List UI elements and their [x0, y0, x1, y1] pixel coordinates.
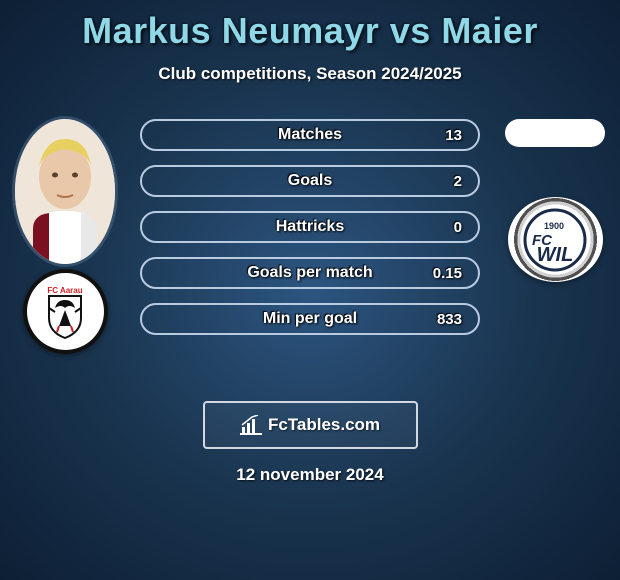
stat-label: Hattricks [158, 218, 462, 236]
player-right-portrait-placeholder [505, 119, 605, 147]
stat-label: Goals per match [158, 264, 462, 282]
player-right-club-badge: 1900 FC WIL [508, 197, 603, 282]
stat-value: 13 [445, 127, 462, 144]
svg-text:FC Aarau: FC Aarau [47, 286, 82, 295]
stat-row-min-per-goal: Min per goal 833 [140, 303, 480, 335]
stat-label: Matches [158, 126, 462, 144]
stat-label: Goals [158, 172, 462, 190]
stat-value: 833 [437, 311, 462, 328]
subtitle: Club competitions, Season 2024/2025 [0, 64, 620, 84]
date-text: 12 november 2024 [0, 465, 620, 485]
svg-text:1900: 1900 [544, 221, 564, 231]
stat-label: Min per goal [158, 310, 462, 328]
player-left-portrait [15, 119, 115, 264]
bar-chart-icon [240, 415, 262, 435]
stat-row-matches: Matches 13 [140, 119, 480, 151]
stat-row-goals-per-match: Goals per match 0.15 [140, 257, 480, 289]
stat-row-goals: Goals 2 [140, 165, 480, 197]
stat-value: 0 [454, 219, 462, 236]
stat-row-hattricks: Hattricks 0 [140, 211, 480, 243]
site-badge[interactable]: FcTables.com [203, 401, 418, 449]
player-left-column: FC Aarau [10, 119, 120, 354]
stats-list: Matches 13 Goals 2 Hattricks 0 Goals per… [140, 119, 480, 349]
svg-text:WIL: WIL [537, 244, 574, 266]
page-title: Markus Neumayr vs Maier [0, 0, 620, 52]
stat-value: 2 [454, 173, 462, 190]
player-right-column: 1900 FC WIL [500, 119, 610, 282]
player-left-silhouette-icon [15, 119, 115, 264]
player-left-club-badge: FC Aarau [23, 269, 108, 354]
comparison-panel: FC Aarau 1900 FC WIL Matches 13 Go [0, 119, 620, 379]
site-label: FcTables.com [268, 415, 380, 435]
club-aarau-icon: FC Aarau [35, 282, 95, 342]
club-wil-icon: 1900 FC WIL [520, 205, 590, 275]
stat-value: 0.15 [433, 265, 462, 282]
